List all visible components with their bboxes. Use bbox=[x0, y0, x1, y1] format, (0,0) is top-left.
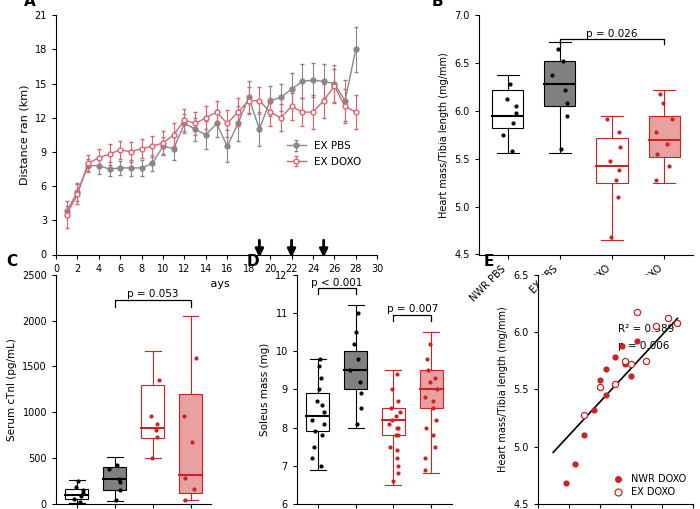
EX DOXO bbox=[672, 319, 683, 327]
EX DOXO bbox=[640, 357, 652, 365]
Bar bbox=[382, 409, 405, 435]
EX DOXO bbox=[610, 380, 621, 388]
Bar bbox=[649, 116, 680, 157]
Text: p = 0.053: p = 0.053 bbox=[127, 290, 178, 299]
Legend: NWR DOXO, EX DOXO: NWR DOXO, EX DOXO bbox=[612, 472, 688, 499]
Text: p < 0.001: p < 0.001 bbox=[311, 277, 363, 288]
Y-axis label: Heart mass/Tibia length (mg/mm): Heart mass/Tibia length (mg/mm) bbox=[498, 306, 508, 472]
EX DOXO bbox=[662, 315, 673, 323]
Bar bbox=[141, 385, 164, 438]
EX DOXO bbox=[650, 322, 662, 330]
Text: p = 0.007: p = 0.007 bbox=[386, 304, 438, 315]
Text: A: A bbox=[24, 0, 36, 9]
NWR DOXO bbox=[601, 365, 612, 373]
X-axis label: Days: Days bbox=[203, 279, 230, 289]
Bar bbox=[596, 138, 628, 183]
EX DOXO bbox=[594, 383, 606, 391]
NWR DOXO bbox=[619, 360, 630, 369]
Text: B: B bbox=[432, 0, 443, 9]
Y-axis label: Soleus mass (mg): Soleus mass (mg) bbox=[260, 343, 270, 436]
Bar bbox=[66, 489, 88, 499]
NWR DOXO bbox=[625, 372, 636, 380]
NWR DOXO bbox=[601, 391, 612, 399]
Legend: EX PBS, EX DOXO: EX PBS, EX DOXO bbox=[283, 137, 365, 171]
Bar bbox=[104, 467, 126, 490]
EX DOXO bbox=[631, 307, 643, 316]
Bar bbox=[492, 90, 524, 128]
Text: R² = 0.389: R² = 0.389 bbox=[618, 324, 675, 334]
EX DOXO bbox=[619, 357, 630, 365]
NWR DOXO bbox=[560, 479, 571, 488]
NWR DOXO bbox=[610, 353, 621, 361]
EX DOXO bbox=[625, 360, 636, 369]
Bar bbox=[179, 394, 202, 493]
NWR DOXO bbox=[594, 376, 606, 384]
NWR DOXO bbox=[631, 337, 643, 345]
Bar bbox=[544, 61, 575, 106]
Y-axis label: Distance ran (km): Distance ran (km) bbox=[19, 84, 29, 185]
NWR DOXO bbox=[616, 342, 627, 350]
NWR DOXO bbox=[569, 460, 580, 468]
Bar bbox=[307, 393, 329, 432]
NWR DOXO bbox=[579, 431, 590, 439]
Text: E: E bbox=[483, 253, 493, 269]
Text: D: D bbox=[247, 253, 260, 269]
NWR DOXO bbox=[588, 406, 599, 414]
Text: p = 0.026: p = 0.026 bbox=[587, 29, 638, 39]
Y-axis label: Serum cTnI (pg/mL): Serum cTnI (pg/mL) bbox=[7, 338, 17, 441]
Y-axis label: Heart mass/Tibia length (mg/mm): Heart mass/Tibia length (mg/mm) bbox=[439, 52, 449, 218]
Text: C: C bbox=[6, 253, 18, 269]
Bar bbox=[344, 351, 367, 389]
EX DOXO bbox=[579, 410, 590, 418]
Text: p = 0.006: p = 0.006 bbox=[618, 342, 670, 351]
Bar bbox=[420, 371, 442, 409]
